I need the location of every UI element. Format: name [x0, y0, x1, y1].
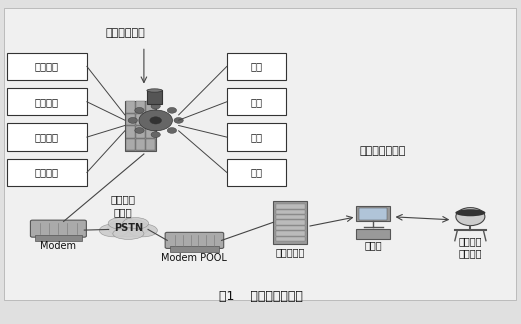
Text: 计算机: 计算机 — [364, 240, 382, 250]
Circle shape — [128, 118, 138, 123]
Text: 空调: 空调 — [251, 97, 263, 107]
Circle shape — [167, 108, 177, 113]
Text: Modem POOL: Modem POOL — [162, 253, 227, 263]
Ellipse shape — [113, 228, 144, 239]
FancyBboxPatch shape — [126, 126, 134, 138]
Ellipse shape — [455, 209, 486, 216]
FancyBboxPatch shape — [274, 201, 307, 244]
Circle shape — [174, 118, 183, 123]
Text: 红外线探测点: 红外线探测点 — [106, 29, 146, 39]
Ellipse shape — [100, 224, 128, 237]
FancyBboxPatch shape — [227, 159, 287, 186]
FancyBboxPatch shape — [136, 114, 145, 125]
Text: 电压检测: 电压检测 — [35, 168, 59, 178]
Text: 通道检测: 通道检测 — [35, 132, 59, 142]
FancyBboxPatch shape — [7, 123, 87, 151]
FancyBboxPatch shape — [276, 220, 305, 225]
FancyBboxPatch shape — [136, 101, 145, 113]
FancyBboxPatch shape — [276, 215, 305, 219]
Ellipse shape — [108, 218, 134, 229]
FancyBboxPatch shape — [7, 159, 87, 186]
FancyBboxPatch shape — [4, 8, 516, 300]
FancyBboxPatch shape — [125, 101, 156, 151]
FancyBboxPatch shape — [146, 126, 155, 138]
FancyBboxPatch shape — [7, 53, 87, 80]
FancyBboxPatch shape — [136, 126, 145, 138]
FancyBboxPatch shape — [146, 139, 155, 150]
Text: 图1    系统网络拓扑图: 图1 系统网络拓扑图 — [219, 290, 302, 303]
Text: 探头检测: 探头检测 — [35, 97, 59, 107]
FancyBboxPatch shape — [126, 139, 134, 150]
Text: Modem: Modem — [41, 241, 77, 251]
FancyBboxPatch shape — [146, 101, 155, 113]
Ellipse shape — [122, 218, 148, 229]
Text: 磁头检测: 磁头检测 — [35, 62, 59, 71]
FancyBboxPatch shape — [7, 88, 87, 115]
Circle shape — [150, 117, 162, 124]
FancyBboxPatch shape — [136, 139, 145, 150]
FancyBboxPatch shape — [147, 90, 163, 104]
FancyBboxPatch shape — [227, 123, 287, 151]
Circle shape — [151, 103, 160, 109]
Text: 扫雪: 扫雪 — [251, 62, 263, 71]
Text: PSTN: PSTN — [114, 223, 143, 233]
Text: 复位: 复位 — [251, 168, 263, 178]
FancyBboxPatch shape — [276, 226, 305, 230]
FancyBboxPatch shape — [276, 231, 305, 236]
Text: 红外线远
程设备: 红外线远 程设备 — [110, 194, 135, 217]
FancyBboxPatch shape — [126, 101, 134, 113]
Circle shape — [135, 128, 144, 133]
FancyBboxPatch shape — [359, 208, 388, 220]
FancyBboxPatch shape — [165, 232, 224, 249]
Circle shape — [135, 108, 144, 113]
Circle shape — [167, 128, 177, 133]
FancyBboxPatch shape — [276, 210, 305, 214]
FancyBboxPatch shape — [356, 206, 390, 221]
FancyBboxPatch shape — [276, 237, 305, 241]
Text: 吹风: 吹风 — [251, 132, 263, 142]
FancyBboxPatch shape — [227, 88, 287, 115]
Ellipse shape — [147, 89, 163, 92]
Ellipse shape — [108, 219, 149, 237]
Circle shape — [139, 110, 172, 131]
Text: 数据服务器: 数据服务器 — [276, 247, 305, 257]
FancyBboxPatch shape — [276, 204, 305, 209]
FancyBboxPatch shape — [356, 229, 390, 239]
Text: 专家故障
诊断系统: 专家故障 诊断系统 — [458, 236, 482, 258]
FancyBboxPatch shape — [170, 246, 219, 252]
FancyBboxPatch shape — [146, 114, 155, 125]
Circle shape — [456, 208, 485, 226]
Text: 车辆段监控系统: 车辆段监控系统 — [359, 146, 405, 156]
Circle shape — [151, 132, 160, 137]
FancyBboxPatch shape — [35, 235, 82, 241]
FancyBboxPatch shape — [227, 53, 287, 80]
Ellipse shape — [128, 224, 157, 237]
FancyBboxPatch shape — [30, 220, 86, 237]
FancyBboxPatch shape — [126, 114, 134, 125]
